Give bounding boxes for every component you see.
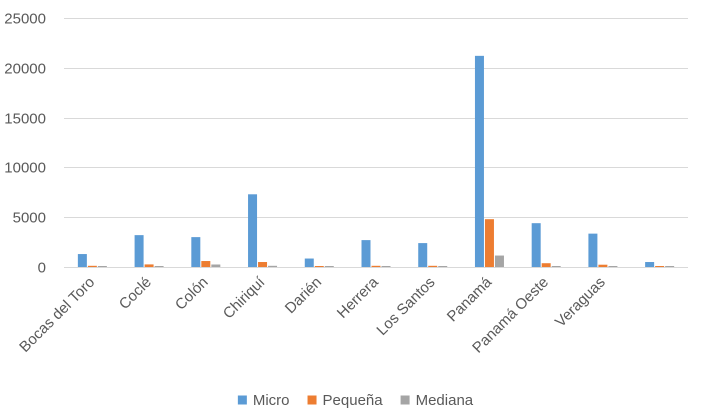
- bar-mediana: [438, 266, 448, 267]
- x-tick-label: Chiriquí: [220, 273, 269, 322]
- bar-mediana: [608, 266, 618, 267]
- bar-mediana: [494, 255, 504, 267]
- legend-swatch-mediana: [400, 395, 410, 405]
- bar-pequeña: [258, 262, 268, 267]
- gridlines: [64, 18, 688, 268]
- bar-micro: [248, 194, 258, 267]
- legend: Micro Pequeña Mediana: [237, 392, 474, 409]
- bar-mediana: [154, 266, 164, 267]
- x-tick-label: Darién: [282, 274, 325, 317]
- x-tick-label: Colón: [172, 274, 212, 314]
- bar-pequeña: [541, 263, 551, 267]
- bar-pequeña: [428, 265, 438, 267]
- x-tick-label: Veraguas: [552, 274, 609, 331]
- y-tick-label: 20000: [4, 61, 46, 78]
- legend-label: Pequeña: [323, 392, 384, 409]
- bar-mediana: [268, 265, 278, 267]
- bar-micro: [191, 237, 201, 267]
- bar-pequeña: [144, 264, 154, 267]
- bar-mediana: [324, 266, 334, 267]
- legend-label: Micro: [253, 392, 290, 409]
- legend-label: Mediana: [416, 392, 474, 409]
- bar-micro: [588, 233, 598, 267]
- bar-micro: [474, 55, 484, 268]
- bar-micro: [304, 258, 314, 267]
- y-tick-label: 25000: [4, 11, 46, 28]
- bar-pequeña: [484, 219, 494, 267]
- bar-pequeña: [314, 266, 324, 267]
- x-tick-label: Coclé: [116, 274, 155, 313]
- bar-pequeña: [87, 265, 97, 267]
- bar-micro: [645, 262, 655, 267]
- bar-micro: [418, 243, 428, 267]
- legend-swatch-pequeña: [307, 395, 317, 405]
- bar-micro: [361, 240, 371, 267]
- bar-mediana: [665, 266, 675, 267]
- y-tick-label: 15000: [4, 111, 46, 128]
- bar-mediana: [97, 266, 107, 267]
- bar-pequeña: [371, 265, 381, 267]
- bar-mediana: [381, 266, 391, 267]
- bar-mediana: [211, 264, 221, 267]
- y-tick-label: 0: [38, 260, 46, 277]
- bars: [77, 55, 675, 268]
- y-axis-ticks: 0 5000 10000 15000 20000 25000: [4, 11, 46, 277]
- bar-pequeña: [655, 266, 665, 267]
- x-tick-label: Bocas del Toro: [16, 274, 98, 356]
- bar-mediana: [551, 266, 561, 267]
- legend-swatch-micro: [237, 395, 247, 405]
- x-tick-label: Panamá: [444, 273, 496, 325]
- bar-micro: [77, 254, 87, 267]
- bar-pequeña: [598, 264, 608, 267]
- bar-micro: [531, 223, 541, 267]
- bar-pequeña: [201, 261, 211, 267]
- bar-micro: [134, 235, 144, 267]
- x-tick-label: Herrera: [334, 273, 382, 321]
- y-tick-label: 10000: [4, 160, 46, 177]
- x-tick-label: Los Santos: [373, 274, 438, 339]
- y-tick-label: 5000: [13, 210, 46, 227]
- x-axis-ticks: Bocas del Toro Coclé Colón Chiriquí Darién He…: [16, 273, 609, 356]
